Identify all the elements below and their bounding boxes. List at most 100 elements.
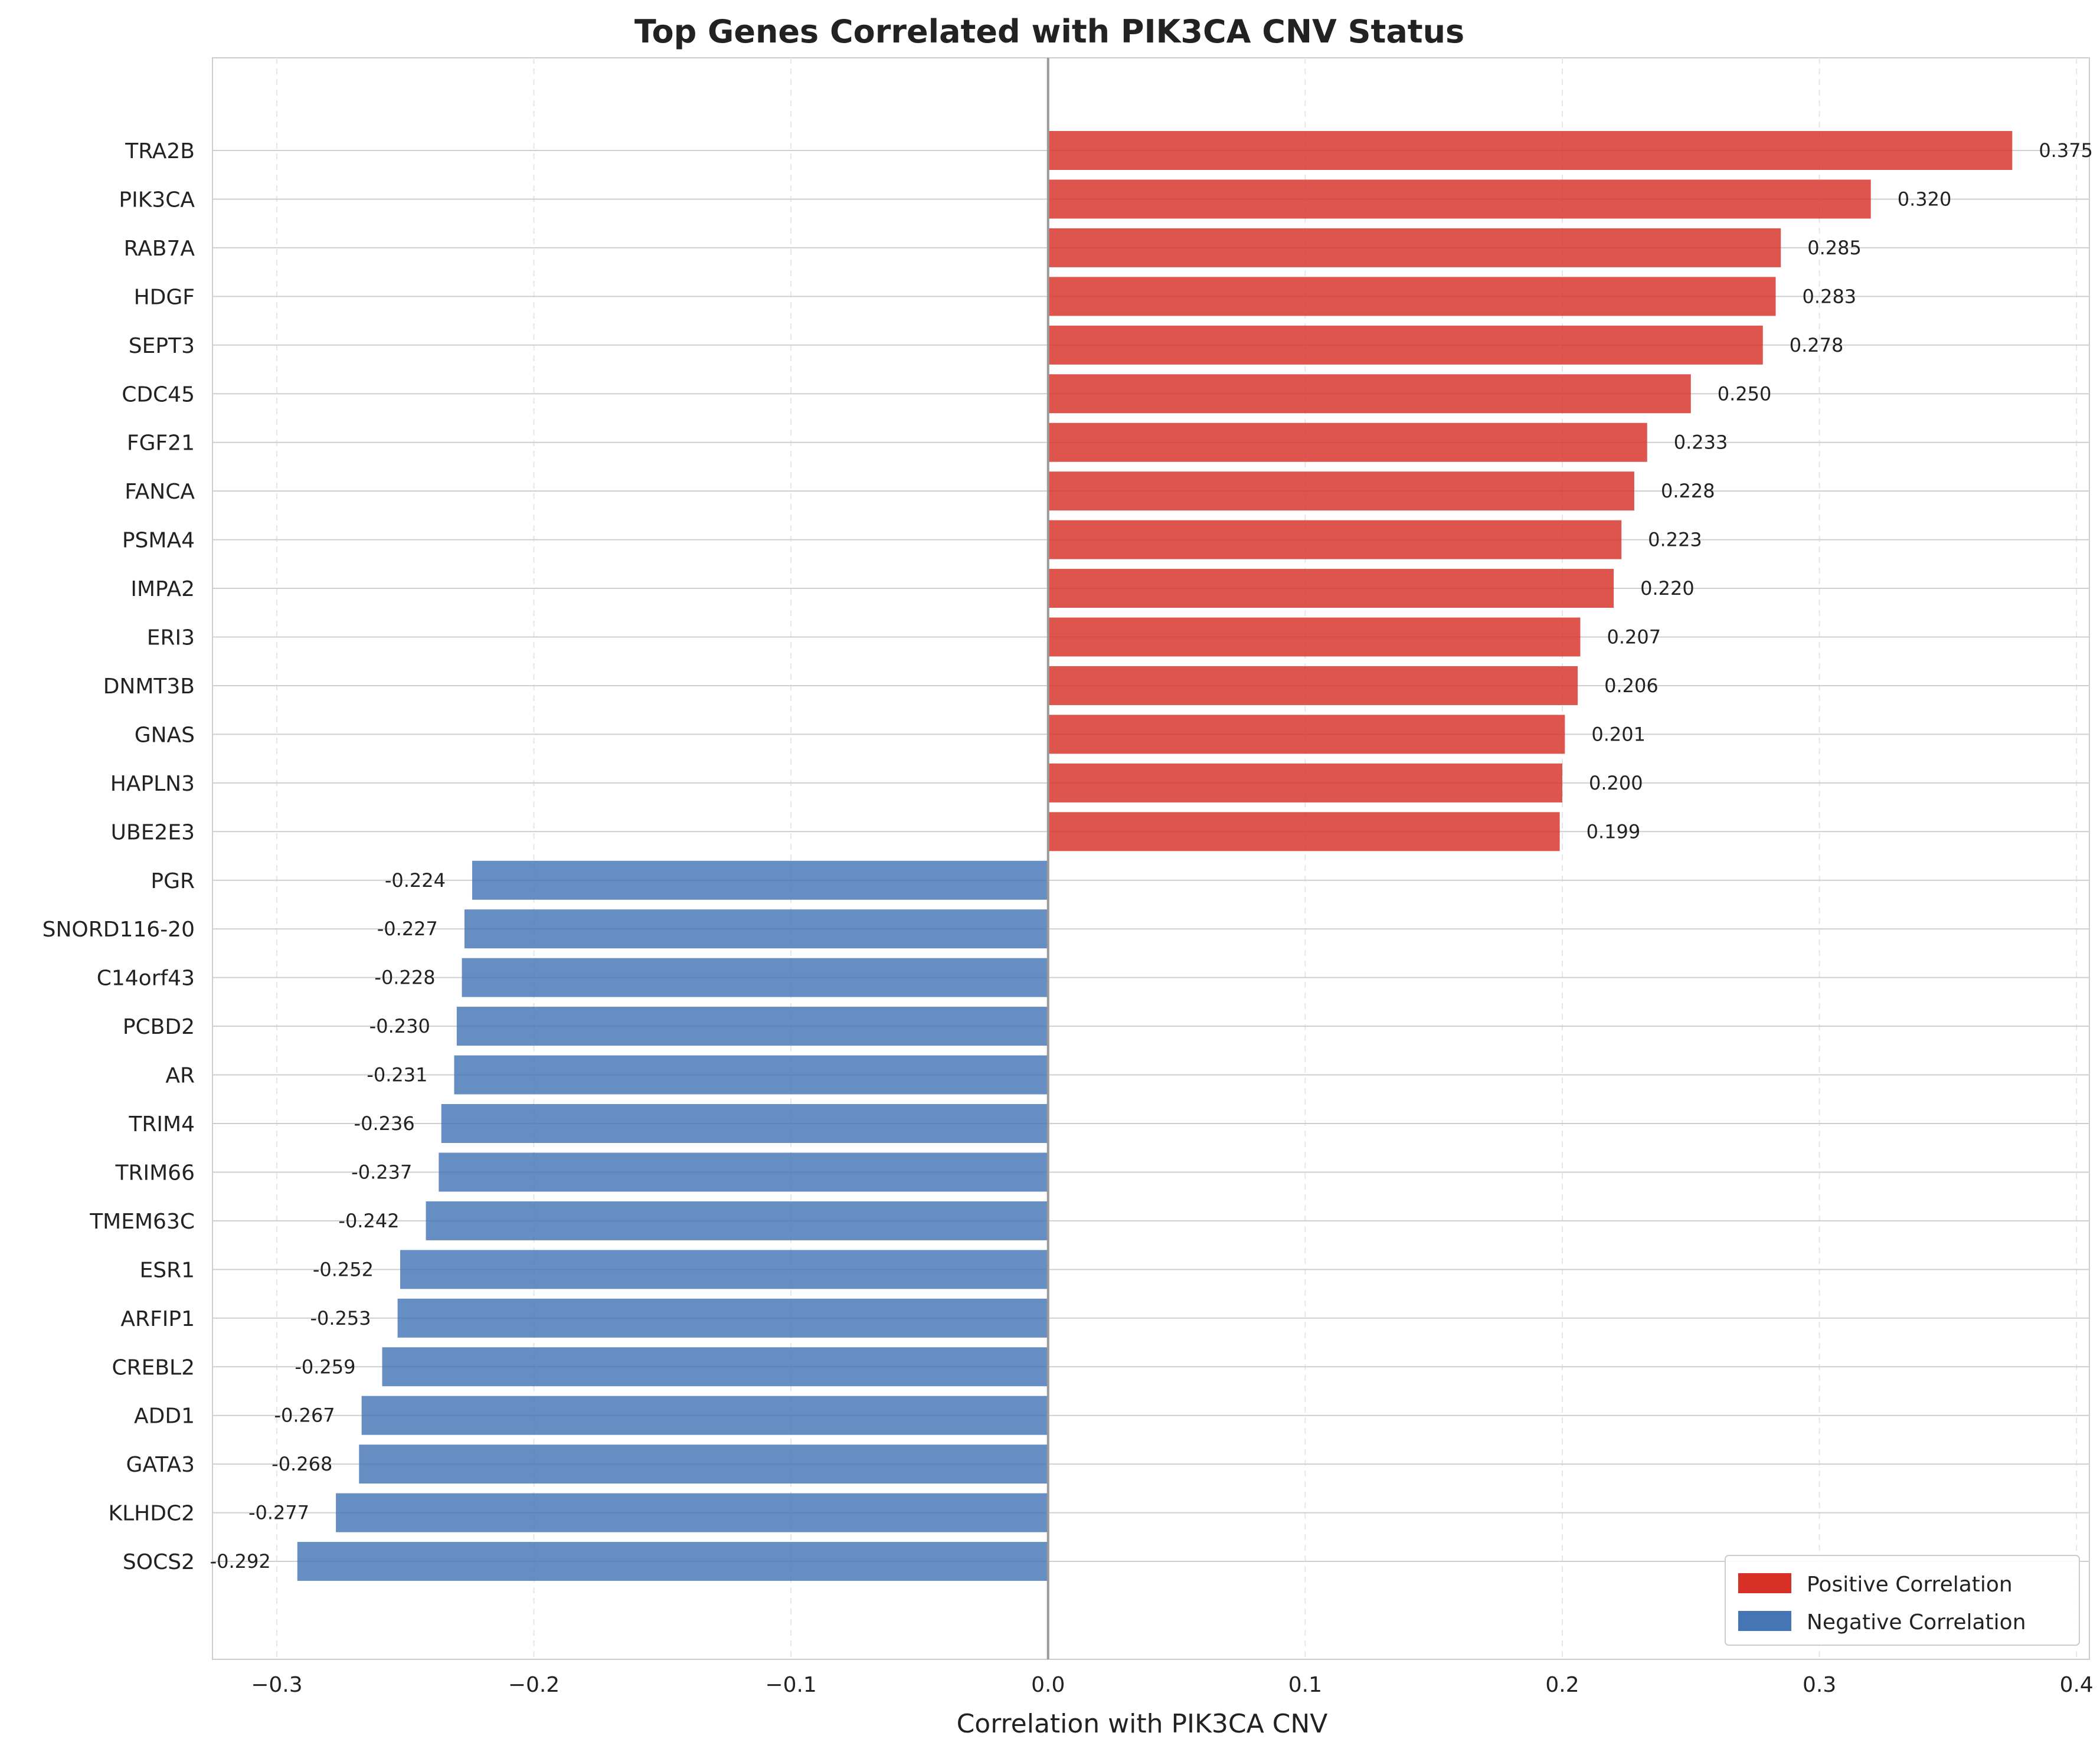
bar xyxy=(382,1347,1048,1387)
data-label: -0.267 xyxy=(274,1404,335,1427)
x-axis-label: Correlation with PIK3CA CNV xyxy=(957,1709,1328,1739)
data-label: 0.228 xyxy=(1661,480,1715,502)
y-tick-label: CREBL2 xyxy=(112,1355,195,1380)
data-label: -0.259 xyxy=(295,1355,355,1378)
data-label: 0.200 xyxy=(1589,772,1643,794)
bar xyxy=(462,958,1048,997)
data-label: -0.253 xyxy=(310,1307,371,1329)
bar xyxy=(1048,471,1634,511)
data-label: -0.236 xyxy=(354,1112,415,1135)
data-label: 0.278 xyxy=(1790,334,1844,356)
bar xyxy=(456,1007,1048,1046)
x-tick-label: 0.4 xyxy=(2060,1673,2094,1697)
data-label: 0.285 xyxy=(1807,237,1862,259)
y-tick-label: SEPT3 xyxy=(129,334,195,358)
bar xyxy=(1048,569,1614,608)
bar xyxy=(1048,179,1871,219)
x-tick-label: 0.2 xyxy=(1545,1673,1579,1697)
data-label: -0.228 xyxy=(374,967,435,989)
y-tick-label: IMPA2 xyxy=(130,577,195,601)
legend-label: Negative Correlation xyxy=(1807,1610,2026,1635)
data-label: -0.277 xyxy=(248,1502,309,1524)
x-tick-label: −0.1 xyxy=(765,1673,816,1697)
bar xyxy=(1048,715,1565,754)
y-tick-label: ADD1 xyxy=(134,1404,195,1429)
data-label: -0.231 xyxy=(367,1064,427,1086)
y-tick-label: TRIM4 xyxy=(128,1112,195,1136)
y-tick-label: TRIM66 xyxy=(115,1161,195,1185)
data-label: 0.206 xyxy=(1604,674,1659,697)
bar xyxy=(1048,374,1691,414)
x-tick-label: 0.1 xyxy=(1288,1673,1322,1697)
legend-swatch xyxy=(1738,1573,1791,1593)
bar xyxy=(1048,228,1781,267)
y-tick-label: PIK3CA xyxy=(119,188,195,212)
data-label: -0.242 xyxy=(338,1210,399,1232)
data-label: 0.207 xyxy=(1607,626,1661,648)
bar xyxy=(359,1445,1048,1484)
plot-area: 0.375 0.320 0.285 0.283 0.278 0.250 0.233 0.228… xyxy=(42,57,2094,1697)
data-label: 0.199 xyxy=(1587,820,1641,843)
data-label: 0.283 xyxy=(1803,285,1857,307)
data-label: -0.252 xyxy=(313,1258,374,1280)
data-label: -0.292 xyxy=(210,1550,271,1573)
y-tick-label: AR xyxy=(165,1064,195,1088)
chart-title: Top Genes Correlated with PIK3CA CNV Sta… xyxy=(634,13,1464,50)
data-label: 0.233 xyxy=(1674,431,1728,454)
bar xyxy=(336,1493,1048,1532)
bar xyxy=(464,909,1048,949)
data-label: -0.268 xyxy=(272,1453,332,1475)
bar xyxy=(1048,666,1578,705)
bar xyxy=(1048,422,1647,462)
y-tick-label: FGF21 xyxy=(127,431,195,456)
y-tick-label: DNMT3B xyxy=(103,674,195,699)
data-label: 0.375 xyxy=(2039,139,2093,162)
y-tick-label: ESR1 xyxy=(139,1258,195,1282)
y-tick-label: CDC45 xyxy=(122,382,195,407)
x-tick-label: 0.3 xyxy=(1803,1673,1836,1697)
bar xyxy=(1048,325,1763,365)
y-tick-label: GNAS xyxy=(135,723,195,747)
data-label: -0.237 xyxy=(351,1161,412,1183)
y-tick-label: PGR xyxy=(151,869,195,893)
y-tick-label: RAB7A xyxy=(124,237,195,261)
data-label: -0.230 xyxy=(369,1015,430,1037)
data-label: -0.224 xyxy=(385,869,446,892)
legend-frame xyxy=(1725,1555,2080,1646)
y-tick-label: GATA3 xyxy=(126,1453,195,1477)
bar xyxy=(361,1396,1048,1435)
y-tick-label: FANCA xyxy=(125,480,195,504)
legend-swatch xyxy=(1738,1611,1791,1631)
legend-label: Positive Correlation xyxy=(1807,1573,2013,1597)
y-tick-label: HDGF xyxy=(134,285,195,309)
y-tick-label: SNORD116-20 xyxy=(42,918,195,942)
bar xyxy=(1048,812,1560,851)
y-tick-label: HAPLN3 xyxy=(110,772,195,796)
y-tick-label: UBE2E3 xyxy=(111,820,195,844)
data-label: 0.223 xyxy=(1648,529,1702,551)
y-tick-label: ARFIP1 xyxy=(120,1307,195,1331)
x-tick-label: −0.3 xyxy=(251,1673,302,1697)
data-label: 0.250 xyxy=(1718,382,1772,405)
y-tick-label: PCBD2 xyxy=(123,1015,195,1039)
y-tick-label: PSMA4 xyxy=(122,529,195,553)
data-label: 0.201 xyxy=(1591,723,1646,745)
data-label: 0.320 xyxy=(1898,188,1952,210)
bar xyxy=(1048,617,1581,657)
data-label: -0.227 xyxy=(377,918,438,940)
bar xyxy=(297,1542,1048,1581)
y-tick-label: ERI3 xyxy=(147,626,195,650)
y-tick-label: TRA2B xyxy=(125,139,195,163)
data-label: 0.220 xyxy=(1640,577,1695,600)
bar xyxy=(454,1055,1048,1095)
bar xyxy=(1048,520,1622,559)
y-tick-label: SOCS2 xyxy=(123,1550,195,1574)
bar xyxy=(1048,131,2013,170)
bar xyxy=(400,1250,1048,1289)
plot-frame xyxy=(212,57,2090,1660)
y-tick-label: TMEM63C xyxy=(89,1210,195,1234)
bar xyxy=(1048,763,1562,803)
bar xyxy=(426,1201,1048,1240)
bar xyxy=(439,1152,1048,1192)
